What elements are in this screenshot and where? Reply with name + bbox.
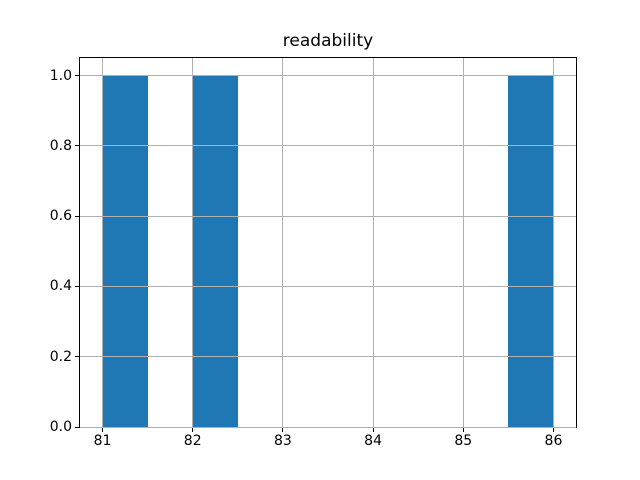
x-tick-mark xyxy=(102,428,104,432)
gridline-vertical xyxy=(282,58,284,427)
y-tick-label: 0.8 xyxy=(49,137,72,154)
histogram-bar xyxy=(192,75,238,427)
x-tick-label: 82 xyxy=(183,433,202,449)
x-tick-label: 85 xyxy=(454,433,473,449)
x-tick-mark xyxy=(552,428,554,432)
y-tick-mark xyxy=(75,145,79,147)
gridline-horizontal xyxy=(80,356,576,358)
gridline-vertical xyxy=(192,58,194,427)
histogram-bar xyxy=(102,75,148,427)
y-tick-label: 1.0 xyxy=(49,67,72,84)
gridline-horizontal xyxy=(80,215,576,217)
gridline-horizontal xyxy=(80,285,576,287)
x-tick-mark xyxy=(192,428,194,432)
y-tick-label: 0.2 xyxy=(49,348,72,365)
y-tick-label: 0.0 xyxy=(49,419,72,435)
x-tick-mark xyxy=(462,428,464,432)
chart-title: readability xyxy=(282,31,374,51)
gridline-horizontal xyxy=(80,426,576,428)
x-tick-mark xyxy=(282,428,284,432)
gridline-vertical xyxy=(552,58,554,427)
gridline-vertical xyxy=(102,58,104,427)
gridline-horizontal xyxy=(80,75,576,77)
gridline-horizontal xyxy=(80,145,576,147)
y-tick-label: 0.4 xyxy=(49,278,72,295)
y-tick-mark xyxy=(75,215,79,217)
x-tick-label: 81 xyxy=(93,433,112,449)
gridline-vertical xyxy=(462,58,464,427)
x-tick-label: 86 xyxy=(544,433,563,449)
gridline-vertical xyxy=(372,58,374,427)
y-tick-mark xyxy=(75,426,79,428)
y-tick-mark xyxy=(75,75,79,77)
x-tick-mark xyxy=(372,428,374,432)
plot-area xyxy=(79,57,577,428)
histogram-bar xyxy=(508,75,554,427)
y-tick-mark xyxy=(75,285,79,287)
y-tick-label: 0.6 xyxy=(49,208,72,225)
x-tick-label: 83 xyxy=(273,433,292,449)
x-tick-label: 84 xyxy=(364,433,382,449)
y-tick-mark xyxy=(75,356,79,358)
